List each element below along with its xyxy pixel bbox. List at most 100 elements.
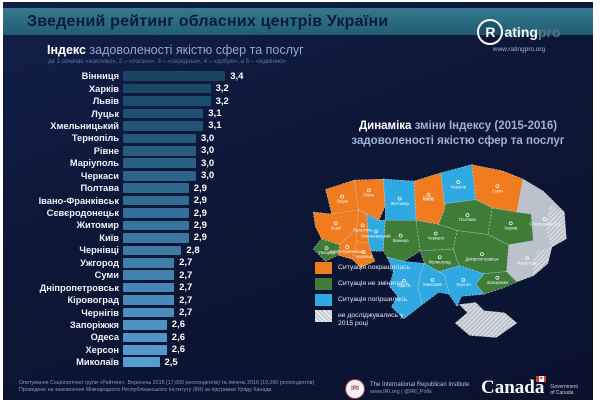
bar-row: Суми 2,7: [17, 269, 317, 281]
bar: [123, 220, 189, 231]
bar: [123, 146, 196, 156]
map-city-label: Запоріжжя: [487, 280, 509, 285]
bar-city-label: Львів: [92, 96, 119, 107]
dynamics-heading-line2: задоволеності якістю сфер та послуг: [351, 135, 565, 147]
occupied-hatch-donetsk: [533, 246, 553, 276]
bar-city-label: Черкаси: [80, 170, 119, 181]
bar-value-label: 3,0: [201, 132, 215, 144]
city-marker-icon: [361, 250, 366, 254]
legend-label-worsened: Ситуація погіршилась: [338, 296, 408, 303]
map-city-label: Маріуполь: [517, 260, 539, 265]
legend-label-unchanged: Ситуація не змінилась: [338, 280, 409, 287]
bar-value-label: 3,0: [201, 145, 215, 157]
map-region-kherson: [438, 265, 485, 307]
city-marker-icon: [542, 217, 547, 222]
bar-value-label: 3,0: [201, 170, 215, 182]
index-heading-bold: Індекс: [47, 43, 86, 57]
bar-row: Миколаїв 2,5: [17, 356, 317, 368]
bar-row: Вінниця 3,4: [17, 70, 317, 82]
city-marker-icon: [480, 252, 484, 257]
bar-row: Львів 3,2: [17, 95, 317, 107]
bar-city-label: Миколаїв: [76, 357, 119, 368]
ukraine-map: Луцьк Рівне Житомир Київ Чернігів Суми Львів Те…: [312, 164, 567, 338]
bar-value-label: 2,9: [193, 207, 207, 219]
bar-row: Київ 2,9: [17, 232, 317, 244]
bar: [123, 83, 211, 94]
bar-row: Черкаси 3,0: [17, 170, 317, 182]
canada-wordmark-text: Canada: [481, 377, 545, 398]
brand-name: ating: [504, 24, 538, 40]
iri-globe-icon: IRI: [345, 379, 365, 399]
city-marker-icon: [433, 231, 438, 236]
city-marker-icon: [374, 229, 378, 234]
city-marker-icon: [366, 188, 371, 193]
iri-contact: www.IRI.org | @IRI_Polls: [370, 389, 432, 396]
bar-value-label: 2,5: [164, 356, 178, 368]
map-city-label: Суми: [492, 188, 503, 193]
bar-city-label: Тернопіль: [71, 133, 119, 144]
bar-city-label: Дніпропетровськ: [39, 282, 119, 293]
map-city-label: Житомир: [390, 201, 409, 206]
bar-city-label: Кіровоград: [67, 295, 119, 306]
bar-city-label: Чернігів: [81, 307, 119, 318]
map-region-crimea: [454, 302, 518, 338]
legend-swatch-unchanged: [315, 278, 332, 290]
canada-caption-line1: Government: [550, 384, 578, 390]
bar: [123, 257, 175, 268]
legend-row-worsened: Ситуація погіршилась: [315, 294, 416, 306]
bar-row: Полтава 2,9: [17, 182, 317, 194]
brand-suffix: pro: [537, 24, 561, 40]
city-marker-icon: [345, 245, 350, 249]
map-city-label: Сєвєродонецьк: [529, 221, 560, 226]
bar-row: Дніпропетровськ 2,7: [17, 281, 317, 293]
bar-value-label: 3,1: [208, 120, 222, 132]
legend-label-improved: Ситуація покращилась: [338, 264, 411, 271]
map-city-label: Чернігів: [450, 184, 467, 189]
bar: [123, 195, 189, 206]
map-legend: Ситуація покращилась Ситуація не змінила…: [315, 262, 416, 332]
brand-url: www.ratingpro.org: [492, 46, 546, 53]
canada-caption-line2: of Canada: [550, 390, 574, 396]
map-city-label: Черкаси: [427, 236, 444, 241]
bar: [123, 71, 226, 82]
map-city-label: Рівне: [363, 193, 375, 198]
bar-city-label: Хмельницький: [50, 120, 119, 131]
map-region-zhytomyr: [382, 178, 417, 221]
bar-value-label: 2,7: [179, 282, 193, 294]
city-marker-icon: [430, 277, 435, 282]
bar-value-label: 3,2: [215, 95, 229, 107]
index-heading: Індекс задоволеності якістю сфер та посл…: [47, 43, 304, 57]
map-city-label: Львів: [331, 225, 342, 230]
legend-swatch-not-surveyed: [315, 310, 332, 322]
canada-wordmark: Canada: [481, 376, 547, 398]
bar-row: Луцьк 3,1: [17, 107, 317, 119]
bar-city-label: Сєвєродонецьк: [46, 208, 119, 219]
map-region-chernivtsi: [352, 242, 376, 268]
bar-value-label: 2,7: [179, 257, 193, 269]
bar: [123, 170, 196, 181]
dynamics-heading: Динаміка зміни Індексу (2015-2016) задов…: [333, 119, 583, 149]
bar-city-label: Запоріжжя: [69, 319, 119, 330]
bar-value-label: 2,6: [171, 344, 186, 356]
bar: [123, 233, 189, 243]
city-marker-icon: [525, 256, 530, 261]
map-city-label: Тернопіль: [353, 228, 374, 233]
city-marker-icon: [495, 275, 500, 280]
bar-row: Хмельницький 3,1: [17, 120, 317, 132]
bar-value-label: 2,9: [193, 219, 207, 231]
bar: [123, 270, 175, 281]
bar-value-label: 2,9: [193, 195, 207, 207]
bar-row: Тернопіль 3,0: [17, 132, 317, 144]
poster-background: Зведений рейтинг обласних центрів Україн…: [3, 2, 593, 400]
bar-row: Чернігів 2,7: [17, 306, 317, 318]
bar-value-label: 2,7: [179, 307, 193, 319]
bar: [123, 320, 167, 330]
bar: [123, 332, 167, 343]
bar-row: Маріуполь 3,0: [17, 157, 317, 169]
legend-row-improved: Ситуація покращилась: [315, 262, 416, 274]
ratingpro-logo: R ating pro www.ratingpro.org: [459, 19, 579, 53]
bar: [123, 108, 204, 119]
map-city-label: Хмельницький: [361, 234, 391, 239]
bar-value-label: 2,6: [171, 331, 186, 343]
bar-value-label: 2,7: [179, 269, 193, 281]
